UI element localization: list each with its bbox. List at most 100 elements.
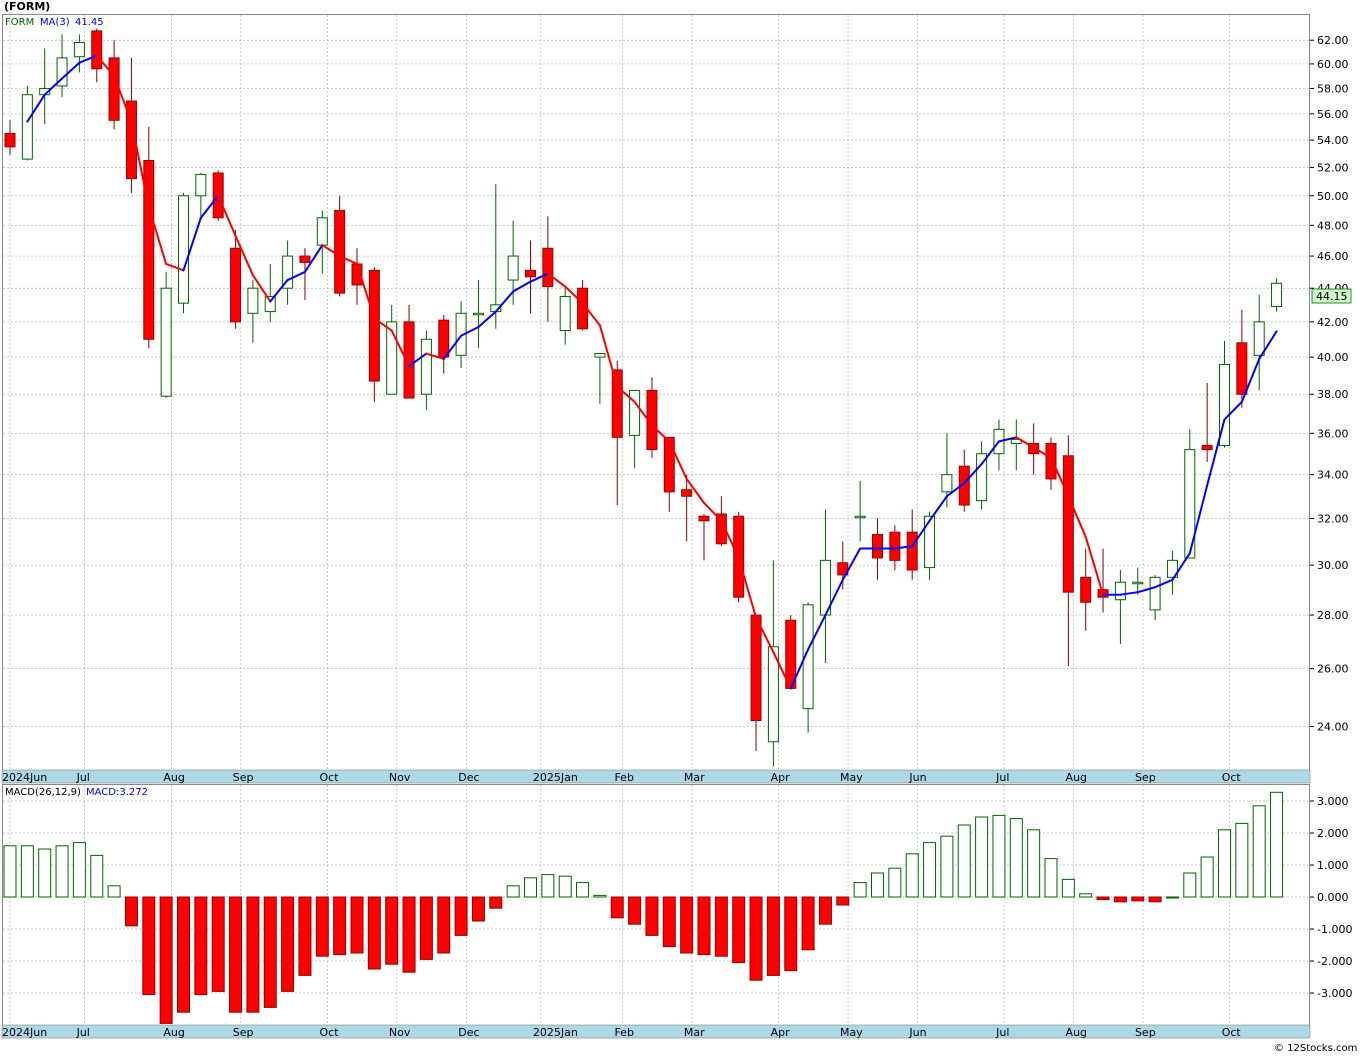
last-price-tag: 44.15 <box>1311 288 1352 304</box>
macd-x-axis-band <box>1 1024 1311 1039</box>
candle-up <box>1271 278 1283 312</box>
macd-bar-positive <box>1218 829 1231 898</box>
candle-down <box>299 248 311 300</box>
macd-bar-negative <box>662 896 676 948</box>
candle-up <box>594 353 606 404</box>
macd-bar-negative <box>263 896 277 1008</box>
macd-bar-positive <box>1061 878 1075 898</box>
macd-bar-negative <box>714 896 728 957</box>
macd-bar-positive <box>38 848 52 898</box>
price-x-tick-label: 2024Jun <box>2 771 47 784</box>
macd-bar-negative <box>385 896 399 965</box>
macd-x-tick-label: Jul <box>76 1026 90 1039</box>
candle-body <box>143 159 155 340</box>
ma-line-segment <box>1067 495 1087 538</box>
macd-bar-negative <box>142 896 156 996</box>
ma-line-segment <box>824 578 844 617</box>
candle-up <box>924 511 936 580</box>
macd-bar-positive <box>576 882 590 898</box>
candle-body <box>1114 581 1126 601</box>
ma-line-segment <box>113 75 133 123</box>
ma-line-segment <box>373 317 393 332</box>
ma-line-segment <box>147 206 168 265</box>
price-panel: 62.00 60.00 58.00 56.00 54.00 52.00 50.00 48.00… <box>1 14 1349 784</box>
macd-bar-negative <box>489 896 503 909</box>
macd-x-tick-label: Dec <box>458 1026 479 1039</box>
macd-bar-negative <box>315 896 329 957</box>
price-x-tick-label: Oct <box>320 771 340 784</box>
candle-body <box>1219 363 1230 446</box>
candle-down <box>785 615 797 689</box>
ma-line-segment <box>1119 591 1139 596</box>
macd-legend-value: MACD:3.272 <box>86 787 148 798</box>
ma-line-segment <box>303 244 324 273</box>
ma-line-segment <box>668 440 688 480</box>
ma-line-segment <box>928 495 948 522</box>
macd-bar-positive <box>888 867 902 898</box>
macd-x-tick-label: Feb <box>614 1026 633 1039</box>
candle-up <box>854 481 866 542</box>
price-x-tick-label: Nov <box>389 771 411 784</box>
candle-up <box>386 304 398 395</box>
macd-bar-negative <box>159 896 173 1024</box>
candle-body <box>368 269 380 382</box>
ma-line-segment <box>494 290 515 313</box>
macd-x-tick-label: Jun <box>908 1026 926 1039</box>
candle-up <box>282 240 294 305</box>
macd-bar-positive <box>1235 822 1249 898</box>
candle-up <box>472 280 484 349</box>
candle-up <box>56 34 68 98</box>
macd-x-tick-label: Oct <box>320 1026 340 1039</box>
macd-y-tick-label: 0.000 <box>1317 891 1349 904</box>
candle-body <box>420 338 432 395</box>
macd-bar-negative <box>1113 896 1127 903</box>
price-y-tick-label: 46.00 <box>1317 250 1349 263</box>
price-y-tick-label: 54.00 <box>1317 134 1349 147</box>
candle-up <box>802 602 814 733</box>
price-x-tick-label: Aug <box>1066 771 1087 784</box>
price-legend-ma-value: 41.45 <box>75 17 104 28</box>
ma-line-segment <box>425 352 445 360</box>
macd-bar-negative <box>124 896 138 927</box>
ma-line-segment <box>1136 586 1157 594</box>
price-x-tick-label: Aug <box>163 771 184 784</box>
candle-body <box>542 247 554 288</box>
macd-bar-negative <box>732 896 746 964</box>
ma-line-segment <box>963 463 983 485</box>
ma-line-segment <box>1154 578 1174 589</box>
macd-x-tick-label: Jul <box>995 1026 1009 1039</box>
ma-line-segment <box>78 54 98 64</box>
ma-line-segment <box>703 501 723 522</box>
macd-x-tick-label: Oct <box>1222 1026 1242 1039</box>
candle-body <box>698 515 710 522</box>
candle-body <box>334 209 346 294</box>
ma-line-segment <box>442 334 463 360</box>
candle-down <box>1201 382 1213 463</box>
price-y-tick-label: 28.00 <box>1317 609 1349 622</box>
candle-body <box>247 287 259 314</box>
candle-up <box>264 263 276 322</box>
macd-bar-positive <box>1252 805 1266 898</box>
candle-body <box>73 42 85 58</box>
candle-body <box>629 389 641 436</box>
macd-x-tick-label: Nov <box>389 1026 411 1039</box>
watermark: © 12Stocks.com <box>1274 1043 1357 1054</box>
macd-bar-positive <box>90 854 104 898</box>
candle-body <box>663 436 675 493</box>
ma-line-segment <box>286 270 306 282</box>
candle-body <box>56 57 68 87</box>
price-y-tick-label: 58.00 <box>1317 82 1349 95</box>
candle-body <box>160 287 172 397</box>
macd-bar-negative <box>749 896 763 981</box>
macd-bar-negative <box>801 896 815 951</box>
candle-body <box>802 604 814 710</box>
macd-bar-positive <box>1079 893 1093 898</box>
candle-body <box>403 321 415 399</box>
macd-bar-negative <box>281 896 295 992</box>
candle-body <box>195 173 207 197</box>
macd-bar-negative <box>471 896 485 922</box>
candle-body <box>21 94 33 160</box>
ma-line-segment <box>720 519 740 559</box>
ma-line-segment <box>564 285 584 305</box>
macd-bar-negative <box>1131 896 1145 902</box>
